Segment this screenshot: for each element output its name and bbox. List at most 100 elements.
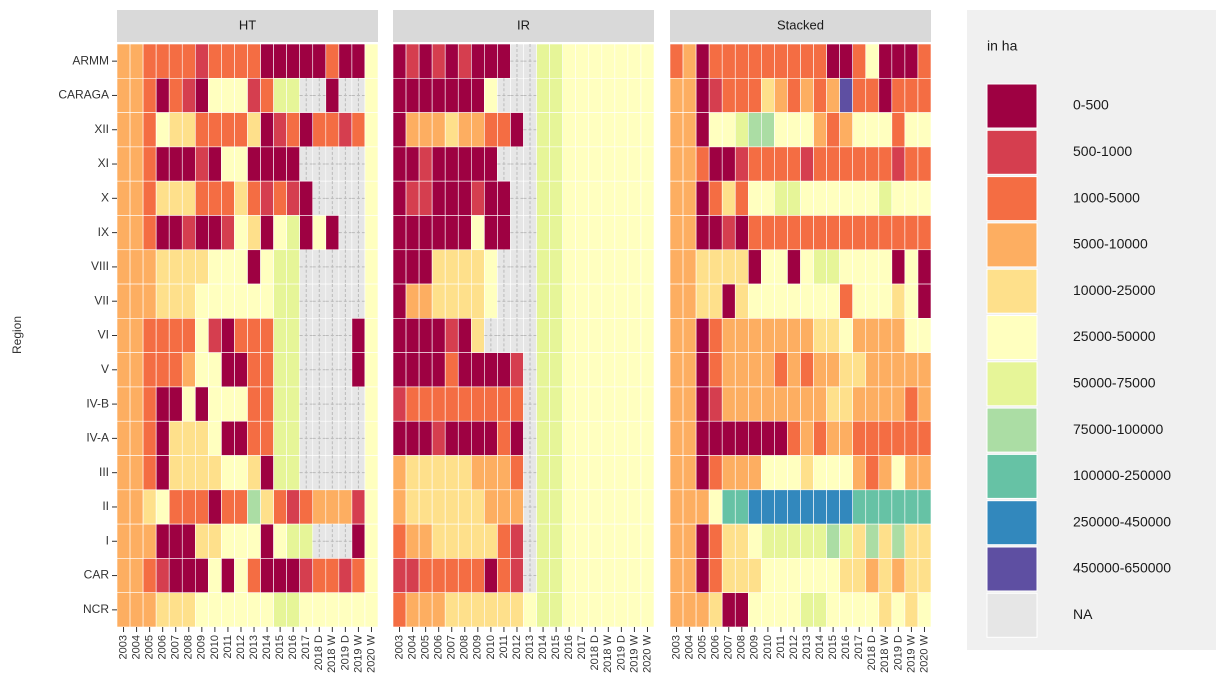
cell: [444, 112, 459, 148]
cell: [299, 592, 314, 628]
cell: [155, 318, 170, 353]
cell: [116, 592, 131, 628]
cell: [669, 352, 684, 388]
cell: [208, 146, 222, 182]
cell: [470, 455, 485, 491]
cell: [392, 352, 407, 388]
cell: [852, 420, 867, 456]
cell: [800, 420, 814, 456]
cell: [234, 386, 248, 422]
cell: [457, 455, 472, 491]
cell: [260, 215, 274, 251]
cell: [669, 592, 684, 628]
x-tick-label: 2019 W: [352, 634, 364, 673]
cell: [708, 386, 723, 422]
cell: [364, 523, 379, 559]
cell: [669, 318, 684, 353]
x-tick-label: 2010: [762, 635, 774, 659]
cell: [392, 523, 407, 559]
cell: [813, 420, 827, 456]
cell: [682, 318, 697, 353]
cell: [614, 318, 629, 353]
cell: [484, 455, 498, 491]
cell: [470, 215, 485, 251]
cell: [839, 283, 854, 319]
cell: [181, 352, 196, 388]
cell: [562, 523, 577, 559]
x-tick-label: 2012: [788, 635, 800, 659]
cell: [129, 215, 144, 251]
cell: [536, 77, 550, 113]
cell: [142, 592, 157, 628]
cell: [234, 352, 248, 388]
cell: [155, 180, 170, 216]
cell: [774, 352, 788, 388]
cell: [917, 489, 932, 525]
x-tick-label: 2020 W: [365, 634, 377, 673]
cell: [129, 180, 144, 216]
cell: [405, 283, 420, 319]
cell: [418, 455, 433, 491]
cell: [826, 215, 840, 251]
x-tick-label: 2016: [287, 635, 299, 659]
cell: [878, 283, 893, 319]
cell: [588, 283, 603, 319]
cell: [904, 455, 919, 491]
cell: [208, 215, 222, 251]
cell: [444, 455, 459, 491]
cell: [721, 489, 736, 525]
cell: [470, 112, 485, 148]
cell: [813, 352, 827, 388]
cell: [325, 77, 340, 113]
cell: [142, 112, 157, 148]
cell: [904, 489, 919, 525]
y-tick-label: II: [102, 499, 109, 513]
cell: [761, 215, 775, 251]
cell: [669, 420, 684, 456]
cell: [787, 352, 801, 388]
cell: [813, 489, 827, 525]
cell: [614, 489, 629, 525]
cell: [405, 77, 420, 113]
cell: [484, 489, 498, 525]
cell: [614, 592, 629, 628]
cell: [708, 489, 723, 525]
cell: [708, 77, 723, 113]
cell: [510, 386, 524, 422]
cell: [405, 249, 420, 285]
cell: [614, 352, 629, 388]
cell: [695, 455, 710, 491]
cell: [695, 489, 710, 525]
x-tick-label: 2018 W: [602, 634, 614, 673]
cell: [640, 283, 655, 319]
cell: [695, 77, 710, 113]
cell: [575, 43, 590, 79]
cell: [761, 455, 775, 491]
cell: [787, 523, 801, 559]
cell: [774, 146, 788, 182]
cell: [129, 523, 144, 559]
cell: [695, 249, 710, 285]
cell: [708, 43, 723, 79]
cell: [312, 558, 327, 594]
cell: [904, 146, 919, 182]
cell: [142, 489, 157, 525]
cell: [195, 249, 209, 285]
cell: [891, 43, 906, 79]
legend-key: [986, 315, 1038, 360]
cell: [181, 489, 196, 525]
cell: [470, 558, 485, 594]
y-axis-label: Region: [10, 316, 24, 354]
cell: [682, 215, 697, 251]
cell: [273, 318, 287, 353]
cell: [392, 455, 407, 491]
cell: [431, 112, 446, 148]
cell: [721, 249, 736, 285]
cell: [392, 420, 407, 456]
cell: [392, 386, 407, 422]
cell: [761, 318, 775, 353]
cell: [917, 386, 932, 422]
cell: [640, 77, 655, 113]
cell: [325, 592, 340, 628]
y-tick-label: VI: [98, 328, 109, 342]
